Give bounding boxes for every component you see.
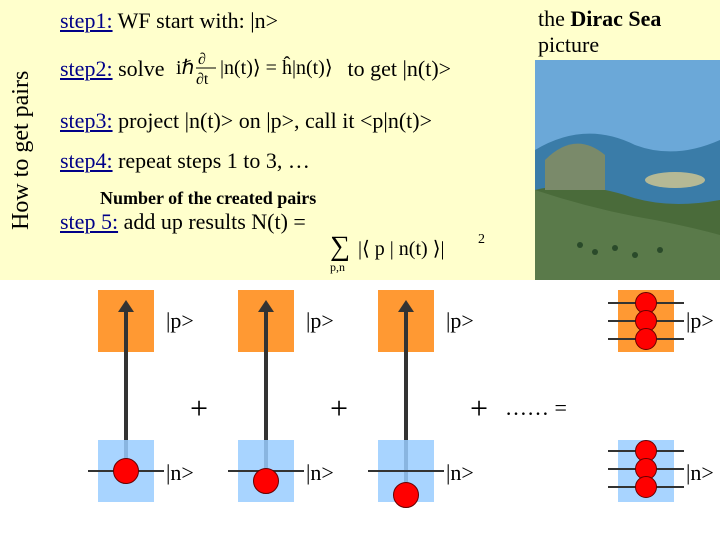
arrow-up-icon bbox=[124, 310, 128, 460]
plus-2: + bbox=[330, 390, 348, 427]
particle-icon bbox=[635, 328, 657, 350]
step5-text: add up results N(t) = bbox=[118, 209, 306, 234]
dirac-title: the Dirac Sea picture bbox=[538, 6, 708, 59]
sum-equation: ∑ p,n |⟨ p | n(t) ⟩| 2 bbox=[330, 225, 500, 280]
dirac-line2: picture bbox=[538, 32, 599, 57]
svg-text:p,n: p,n bbox=[330, 260, 345, 274]
plus-1: + bbox=[190, 390, 208, 427]
step1-label: step1: bbox=[60, 8, 113, 33]
n-label: |n> bbox=[306, 460, 334, 486]
step3-text: project |n(t)> on |p>, call it <p|n(t)> bbox=[113, 108, 432, 133]
particle-icon bbox=[393, 482, 419, 508]
particle-icon bbox=[635, 476, 657, 498]
svg-text:∂: ∂ bbox=[198, 51, 206, 68]
step3: step3: project |n(t)> on |p>, call it <p… bbox=[60, 108, 540, 134]
n-line bbox=[368, 470, 444, 472]
step4: step4: repeat steps 1 to 3, … bbox=[60, 148, 540, 174]
step1: step1: WF start with: |n> bbox=[60, 8, 540, 34]
final-unit: |p> |n> bbox=[600, 290, 710, 520]
pair-unit-2: |p> |n> bbox=[220, 290, 330, 520]
pair-unit-1: |p> |n> bbox=[80, 290, 190, 520]
step4-label: step4: bbox=[60, 148, 113, 173]
n-label: |n> bbox=[446, 460, 474, 486]
step2-label: step2: bbox=[60, 56, 113, 81]
dots-equals: …… = bbox=[505, 395, 567, 421]
p-label: |p> bbox=[306, 308, 334, 334]
step2: step2: solve iℏ ∂ ∂t |n(t)⟩ = ĥ|n(t)⟩ to… bbox=[60, 48, 540, 94]
svg-text:∑: ∑ bbox=[330, 231, 350, 262]
diagram-area: |p> |n> + |p> |n> + |p> |n> + …… = |p> bbox=[0, 290, 720, 540]
particle-icon bbox=[253, 468, 279, 494]
n-label: |n> bbox=[166, 460, 194, 486]
svg-text:iℏ: iℏ bbox=[176, 57, 194, 79]
svg-text:∂t: ∂t bbox=[196, 71, 209, 88]
schrodinger-eq: iℏ ∂ ∂t |n(t)⟩ = ĥ|n(t)⟩ bbox=[176, 48, 336, 94]
step3-label: step3: bbox=[60, 108, 113, 133]
pair-unit-3: |p> |n> bbox=[360, 290, 470, 520]
step2-text: solve bbox=[113, 56, 165, 81]
plus-3: + bbox=[470, 390, 488, 427]
svg-text:|⟨ p | n(t) ⟩|: |⟨ p | n(t) ⟩| bbox=[358, 238, 445, 260]
p-label: |p> bbox=[686, 308, 714, 334]
n-label: |n> bbox=[686, 460, 714, 486]
p-label: |p> bbox=[446, 308, 474, 334]
particle-icon bbox=[113, 458, 139, 484]
vertical-label: How to get pairs bbox=[8, 50, 38, 250]
dirac-bold: Dirac Sea bbox=[570, 6, 661, 31]
step2-after: to get |n(t)> bbox=[348, 56, 452, 81]
step1-text: WF start with: |n> bbox=[113, 8, 279, 33]
step4-text: repeat steps 1 to 3, … bbox=[113, 148, 310, 173]
svg-text:|n(t)⟩ = ĥ|n(t)⟩: |n(t)⟩ = ĥ|n(t)⟩ bbox=[220, 55, 333, 79]
steps-block: step1: WF start with: |n> step2: solve i… bbox=[60, 8, 540, 249]
p-label: |p> bbox=[166, 308, 194, 334]
pairs-note: Number of the created pairs bbox=[100, 188, 540, 209]
svg-text:2: 2 bbox=[478, 232, 485, 247]
dirac-prefix: the bbox=[538, 6, 570, 31]
slide-top-panel: How to get pairs the Dirac Sea picture s… bbox=[0, 0, 720, 280]
step5-label: step 5: bbox=[60, 209, 118, 234]
scenic-image bbox=[535, 60, 720, 280]
